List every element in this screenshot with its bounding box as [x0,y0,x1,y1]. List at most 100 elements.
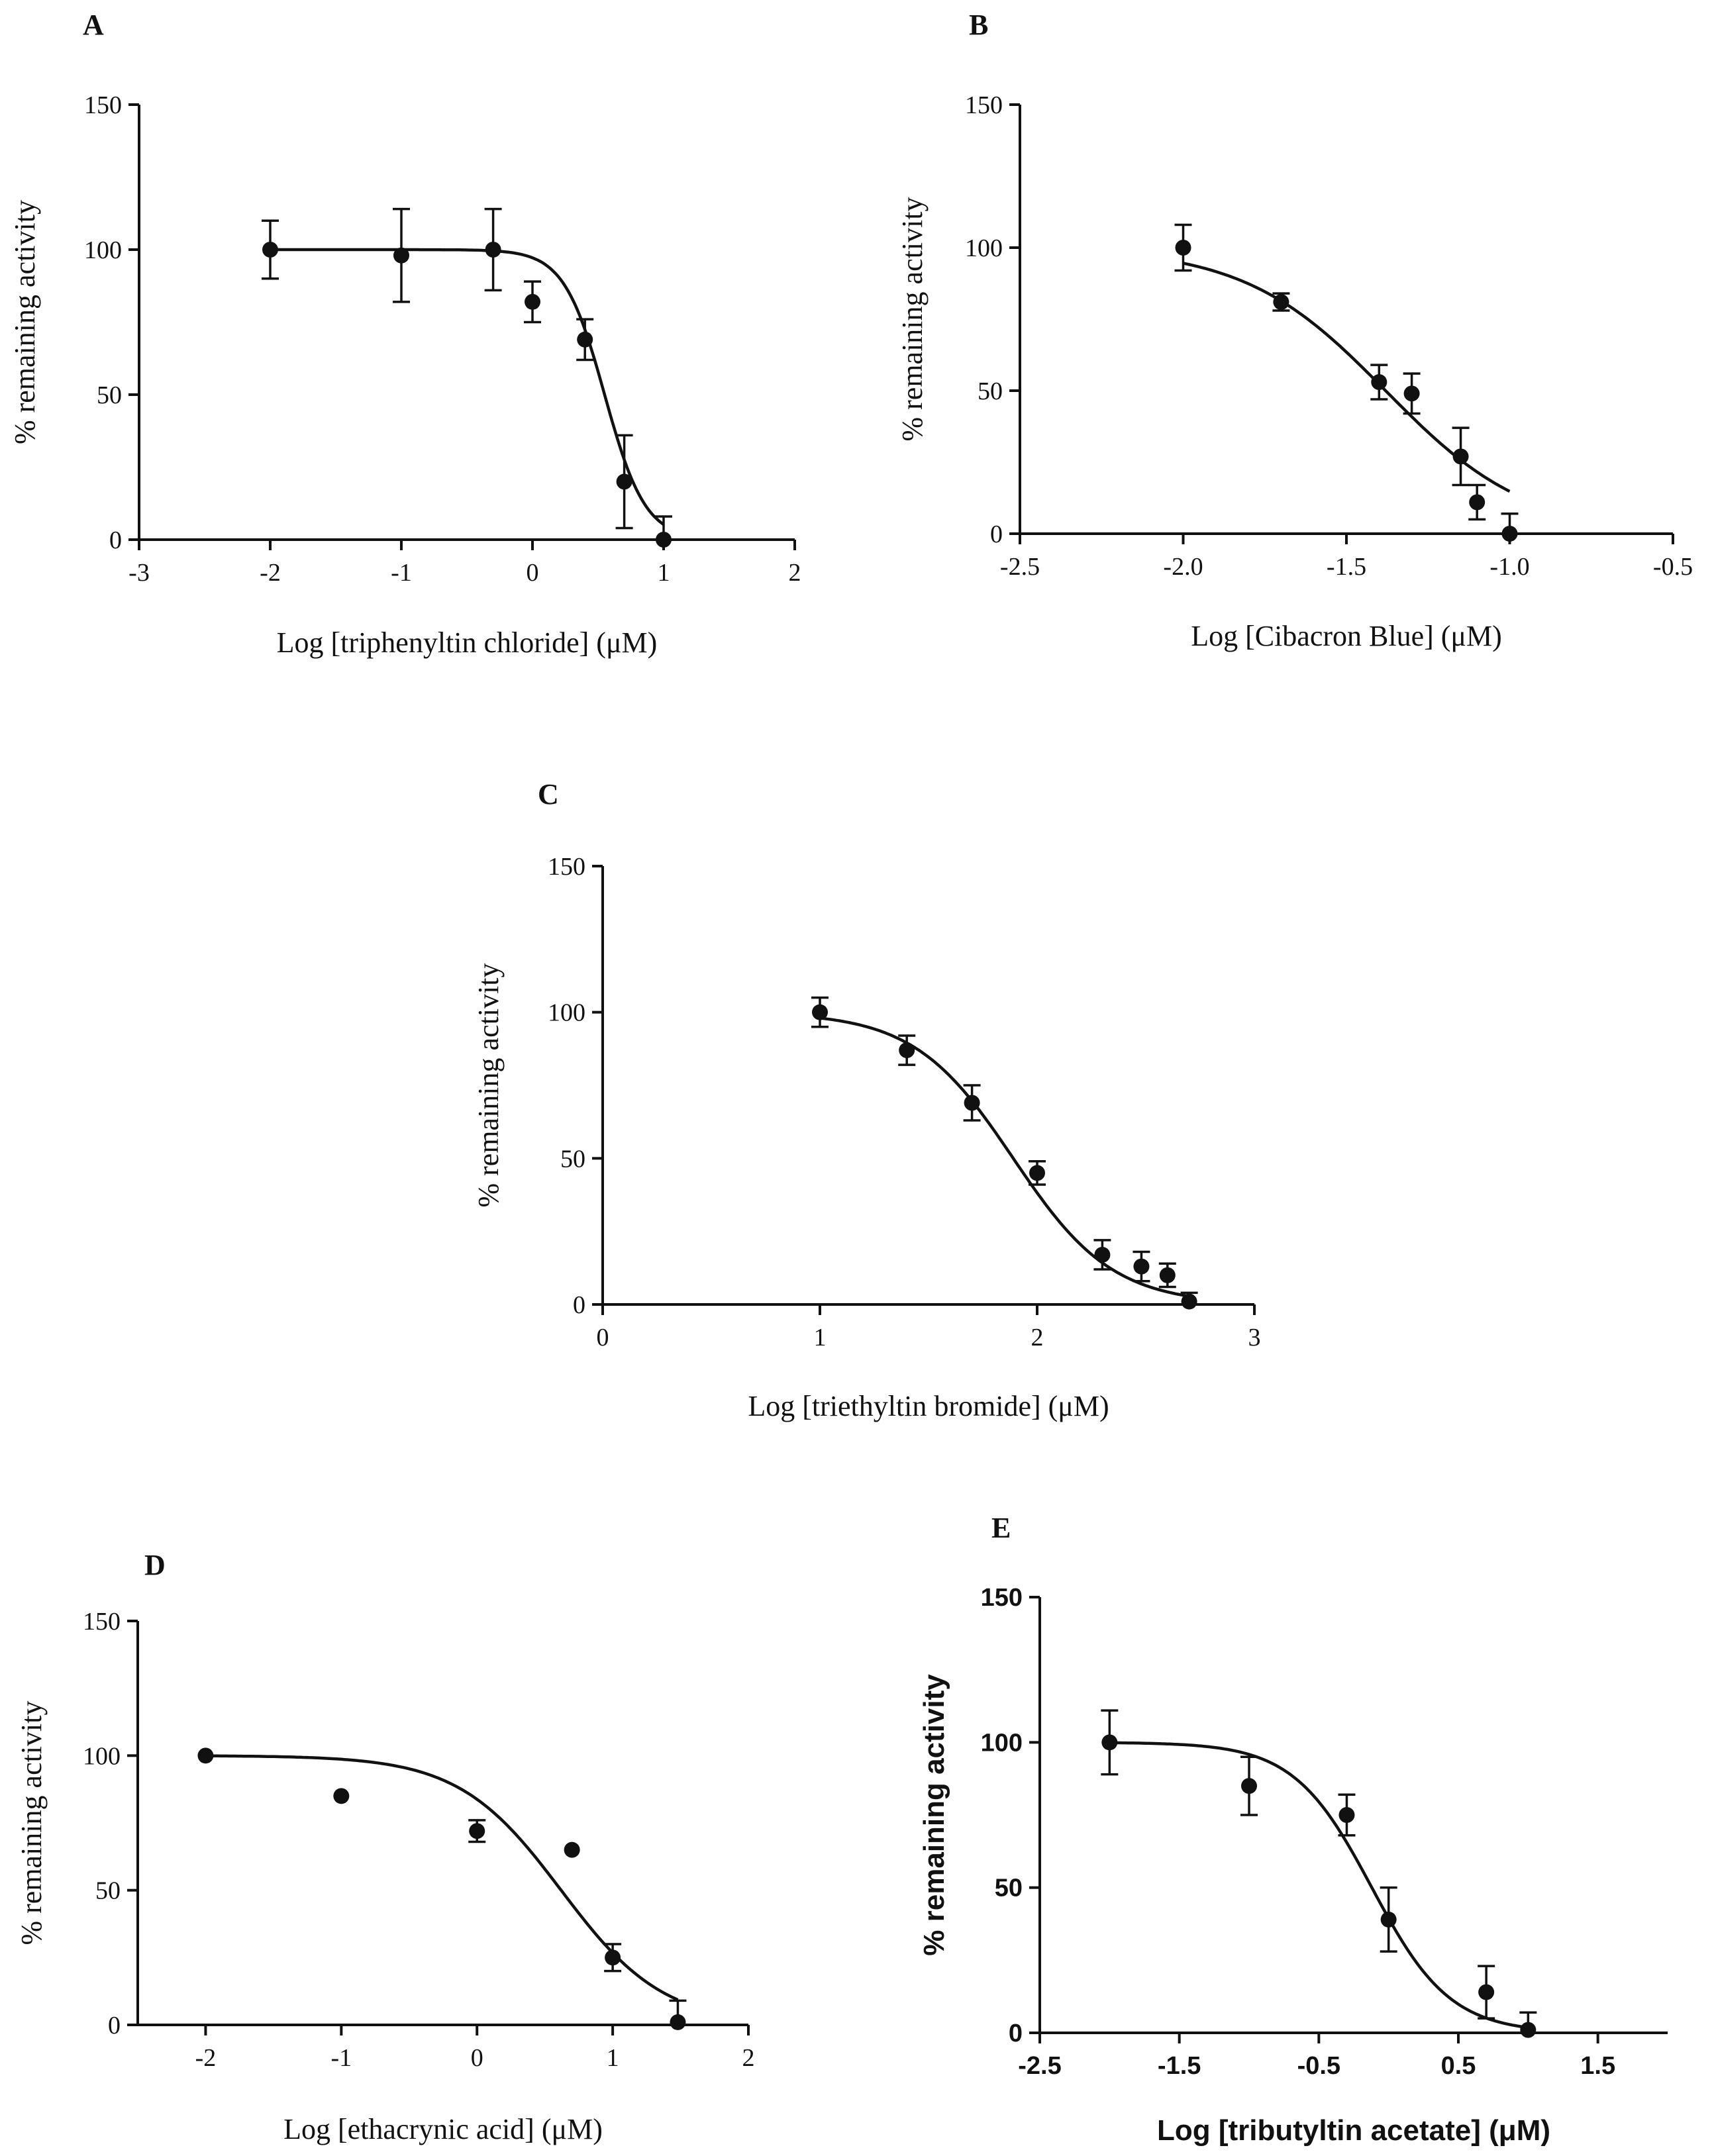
y-axis-title-b: % remaining activity [896,197,929,442]
x-tick-label-e: 1.5 [1580,2052,1615,2080]
x-tick-label-c: 3 [1248,1324,1261,1351]
panel-letter-b: B [969,9,988,41]
x-tick-label-e: -0.5 [1297,2052,1340,2080]
panel-letter-e: E [991,1512,1011,1544]
x-tick-label-a: 0 [527,559,539,587]
panel-c: C 0 1 2 3 0 50 100 150 Log [triethyltin bromide]… [472,778,1261,1422]
panel-e: E -2.5 -1.5 -0.5 0.5 1.5 0 50 100 150 Log [tribut… [918,1512,1668,2147]
data-point-e [1520,2022,1537,2038]
y-tick-label-d: 50 [95,1877,121,1905]
data-point-c [1094,1246,1111,1263]
data-point-b [1452,448,1469,465]
y-axis-title-c: % remaining activity [472,963,505,1208]
data-point-b [1371,374,1387,391]
data-point-e [1338,1807,1355,1823]
data-point-e [1478,1984,1495,2000]
y-tick-label-e: 150 [981,1584,1023,1612]
y-tick-label-b: 100 [965,234,1003,262]
x-tick-label-b: -0.5 [1653,553,1693,581]
data-point-a [485,242,501,258]
x-tick-label-c: 2 [1031,1324,1044,1351]
y-tick-label-e: 50 [995,1875,1023,1902]
data-point-b [1273,294,1289,311]
data-point-c [1159,1267,1176,1283]
y-tick-label-c: 50 [560,1145,585,1173]
data-point-d [605,1949,621,1966]
x-tick-label-c: 1 [814,1324,827,1351]
x-tick-label-a: -1 [391,559,412,587]
y-tick-label-a: 100 [84,236,122,264]
y-tick-label-a: 150 [84,91,122,119]
y-tick-label-e: 100 [981,1729,1023,1757]
panel-letter-c: C [538,778,559,810]
x-tick-label-c: 0 [597,1324,609,1351]
data-point-c [964,1095,980,1111]
data-point-b [1403,385,1420,402]
data-point-c [899,1042,915,1059]
y-tick-label-d: 150 [83,1608,121,1636]
data-point-d [670,2014,686,2030]
x-tick-label-e: 0.5 [1441,2052,1476,2080]
data-point-a [577,331,593,348]
y-tick-label-b: 150 [965,91,1003,119]
x-tick-label-e: -1.5 [1158,2052,1201,2080]
y-tick-label-a: 0 [109,526,122,554]
y-axis-title-a: % remaining activity [9,200,41,444]
data-point-d [333,1788,350,1804]
y-tick-label-e: 0 [1009,2020,1023,2047]
x-tick-label-b: -1.0 [1489,553,1529,581]
plot-a: -3 -2 -1 0 1 2 0 50 100 150 Log [triphenyltin chlo… [9,91,801,659]
x-axis-title-b: Log [Cibacron Blue] (μM) [1191,620,1502,652]
data-point-e [1241,1778,1257,1794]
x-tick-label-a: 1 [658,559,670,587]
x-tick-label-d: 1 [607,2044,619,2072]
y-tick-label-a: 50 [97,381,122,409]
x-tick-label-a: 2 [789,559,801,587]
x-tick-label-a: -2 [260,559,281,587]
data-point-b [1501,526,1518,542]
data-point-d [197,1747,214,1764]
y-tick-label-d: 0 [108,2012,121,2039]
fit-curve-c [819,1016,1189,1298]
panel-d: D -2 -1 0 1 2 0 50 100 150 Log [ethacrynic acid] … [15,1549,755,2145]
fit-curve-e [1109,1741,1529,2030]
x-tick-label-b: -1.5 [1327,553,1366,581]
x-tick-label-d: 0 [471,2044,483,2072]
plot-d: -2 -1 0 1 2 0 50 100 150 Log [ethacrynic acid] (μ… [15,1608,755,2145]
y-tick-label-c: 0 [573,1291,585,1319]
panel-letter-d: D [144,1549,166,1581]
x-tick-label-d: -2 [195,2044,217,2072]
x-tick-label-b: -2.5 [1000,553,1040,581]
data-point-b [1175,240,1191,256]
y-axis-title-e: % remaining activity [918,1674,950,1956]
data-point-a [616,473,632,490]
data-point-c [1181,1293,1197,1310]
y-tick-label-d: 100 [83,1742,121,1770]
y-tick-label-c: 100 [548,999,585,1027]
x-tick-label-d: 2 [742,2044,755,2072]
x-axis-title-d: Log [ethacrynic acid] (μM) [283,2113,603,2145]
data-point-d [564,1841,580,1858]
data-point-c [1133,1258,1150,1275]
y-axis-title-d: % remaining activity [15,1701,48,1945]
y-tick-label-b: 50 [978,377,1003,405]
data-point-e [1101,1734,1118,1751]
data-point-a [656,532,672,548]
x-tick-label-a: -3 [128,559,150,587]
y-tick-label-c: 150 [548,853,585,881]
plot-c: 0 1 2 3 0 50 100 150 Log [triethyltin bromide] (… [472,853,1261,1422]
data-point-c [812,1004,828,1020]
x-axis-title-a: Log [triphenyltin chloride] (μM) [277,626,658,659]
x-axis-title-c: Log [triethyltin bromide] (μM) [748,1390,1109,1422]
data-point-c [1029,1165,1045,1181]
fit-curve-a [270,248,665,526]
data-point-b [1469,494,1486,511]
x-tick-label-e: -2.5 [1018,2052,1061,2080]
fit-curve-d [205,1754,679,2002]
y-tick-label-b: 0 [990,520,1003,548]
x-axis-title-e: Log [tributyltin acetate] (μM) [1157,2114,1550,2147]
panel-b: B -2.5 -2.0 -1.5 -1.0 -0.5 0 50 100 150 Log [Ciba… [896,9,1693,652]
x-tick-label-d: -1 [331,2044,352,2072]
plot-e: -2.5 -1.5 -0.5 0.5 1.5 0 50 100 150 Log [tributyl… [918,1584,1668,2147]
